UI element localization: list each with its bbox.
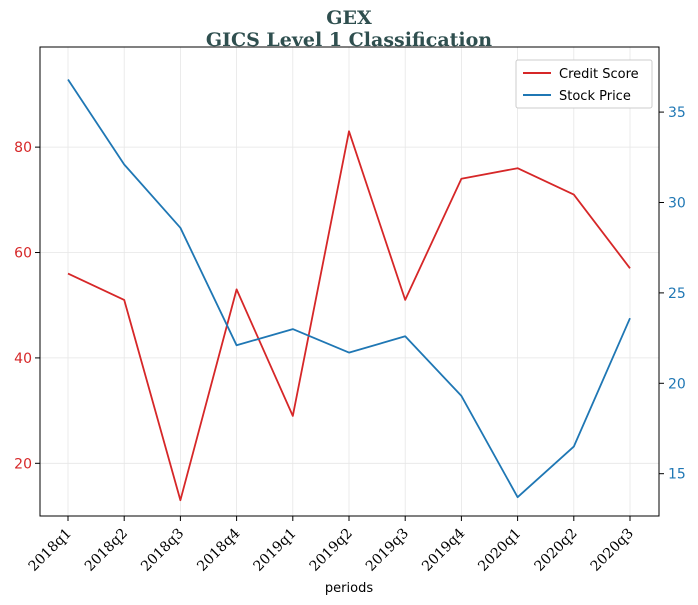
y-tick-label-right: 25 xyxy=(668,286,686,302)
x-axis-label: periods xyxy=(325,581,373,596)
x-tick-label: 2019q3 xyxy=(363,526,412,575)
plot-frame xyxy=(39,46,660,517)
y-tick-label-left: 40 xyxy=(14,351,32,367)
y-tick-label-right: 20 xyxy=(668,376,686,392)
series-line-stock-price xyxy=(67,79,631,499)
x-tick-label: 2018q1 xyxy=(26,526,75,575)
chart-title: GEX xyxy=(326,7,372,29)
x-tick-label: 2020q1 xyxy=(475,526,524,575)
x-tick-label: 2020q3 xyxy=(588,526,637,575)
x-tick-label: 2020q2 xyxy=(531,526,580,575)
y-tick-label-right: 35 xyxy=(668,105,686,121)
y-tick-label-left: 60 xyxy=(14,246,32,262)
series-line-credit-score xyxy=(67,130,631,502)
x-tick-label: 2019q1 xyxy=(250,526,299,575)
x-tick-label: 2019q2 xyxy=(307,526,356,575)
x-tick-label: 2018q4 xyxy=(194,525,243,574)
series-lines xyxy=(67,79,631,502)
y-tick-label-right: 15 xyxy=(668,467,686,483)
legend-label-stock-price: Stock Price xyxy=(559,89,631,104)
legend-label-credit-score: Credit Score xyxy=(559,67,639,82)
y-tick-label-left: 20 xyxy=(14,456,32,472)
chart-subtitle: GICS Level 1 Classification xyxy=(206,29,492,51)
x-tick-label: 2018q3 xyxy=(138,526,187,575)
x-tick-label: 2019q4 xyxy=(419,525,468,574)
y-tick-label-right: 30 xyxy=(668,195,686,211)
y-tick-label-left: 80 xyxy=(14,140,32,156)
grid xyxy=(40,47,659,516)
ticks: 2018q1 2018q2 2018q3 2018q4 2019q1 2019q2 2019… xyxy=(14,105,686,575)
legend: Credit Score Stock Price xyxy=(515,59,653,109)
x-tick-label: 2018q2 xyxy=(82,526,131,575)
